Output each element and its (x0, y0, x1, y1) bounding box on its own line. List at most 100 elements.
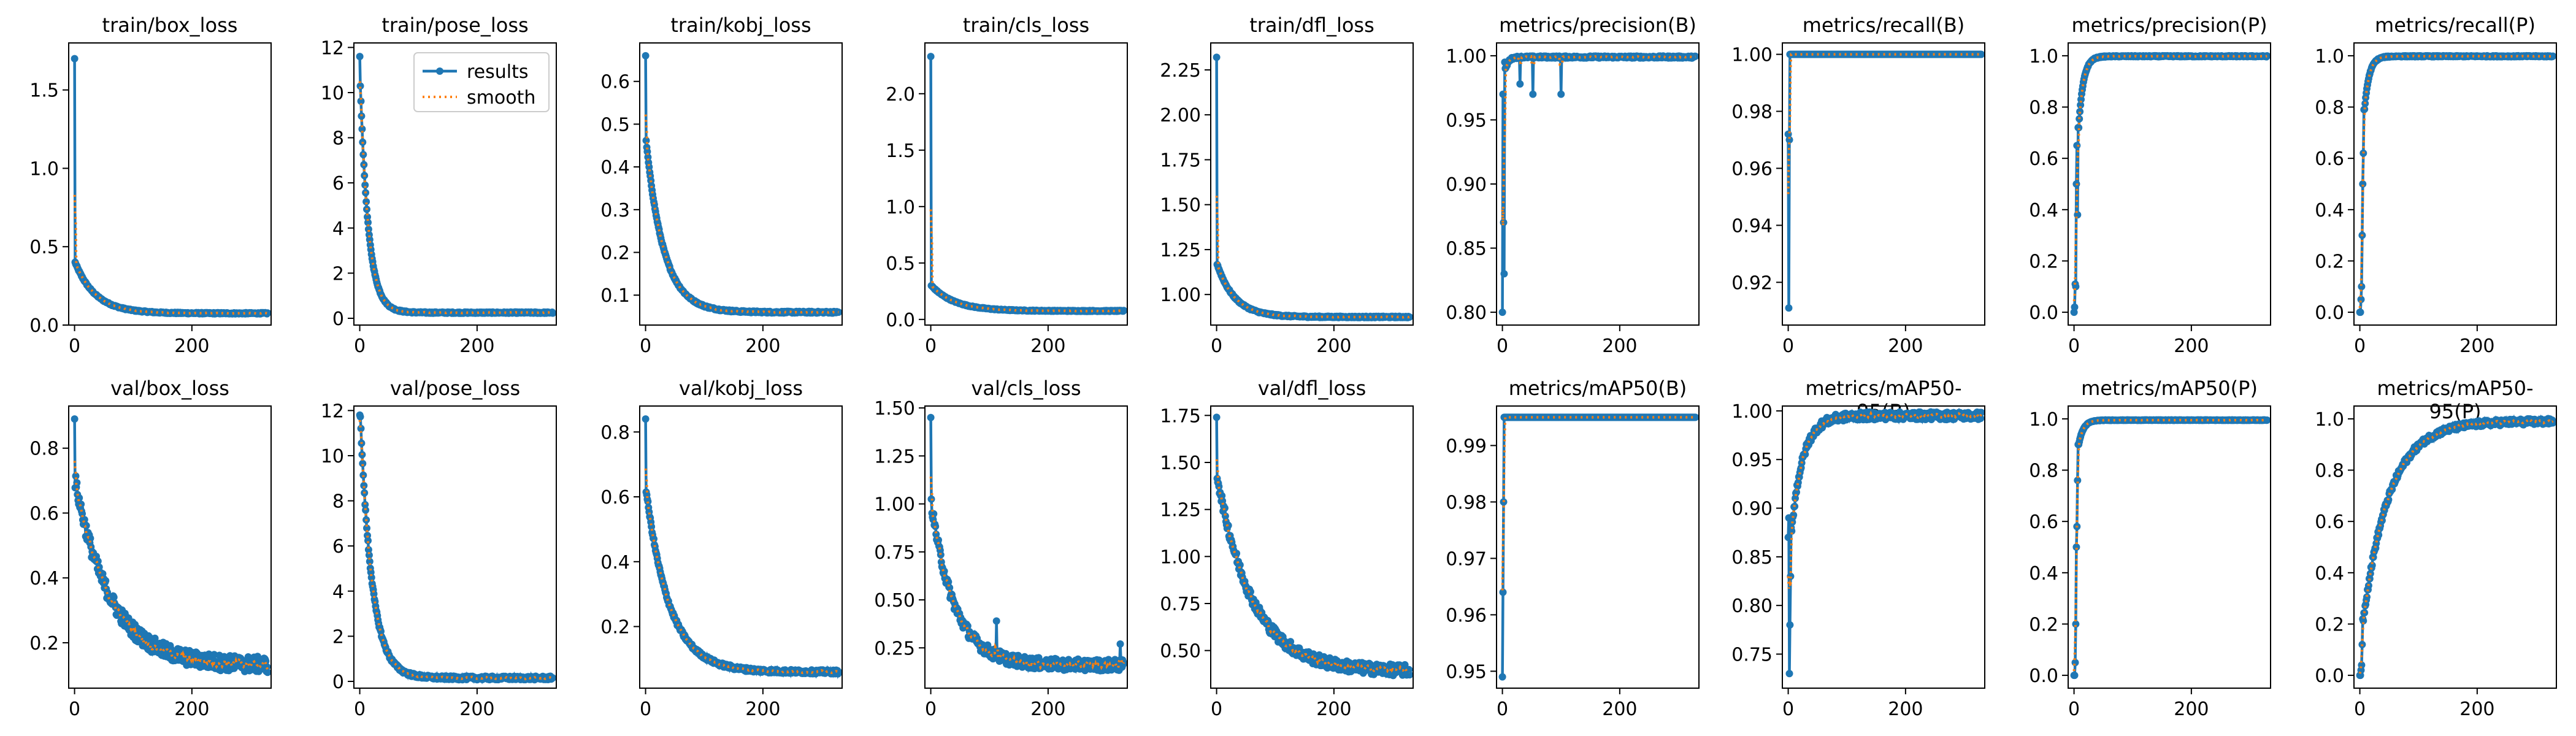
data-point (356, 82, 364, 90)
plot-area: 0.00.51.01.50 200 (29, 42, 272, 357)
y-tick-label: 1.00 (1446, 46, 1487, 67)
axes-frame (2068, 42, 2271, 326)
data-point (2358, 283, 2366, 291)
data-point (648, 523, 656, 531)
axes-frame (639, 405, 843, 689)
plot-area: 0.20.40.60.80 200 (600, 405, 843, 720)
axes-frame (2353, 42, 2557, 326)
subplot-title: metrics/precision(B) (1499, 13, 1696, 37)
y-tick-label: 12 (321, 401, 344, 422)
data-point (356, 53, 364, 61)
plot-area: 0.00.20.40.60.81.00 200 (2029, 42, 2271, 357)
data-point (364, 225, 372, 233)
y-tick-label: 1.75 (1160, 150, 1201, 171)
data-point (1406, 671, 1413, 679)
data-point (2359, 180, 2367, 188)
y-tick-label: 0.96 (1731, 158, 1773, 180)
results-markers (1213, 53, 1413, 321)
y-tick-label: 6 (332, 536, 344, 558)
smooth-line (1215, 196, 1410, 319)
results-line (1787, 53, 1982, 309)
y-tick-label: 0.75 (874, 542, 915, 564)
smooth-line (644, 468, 840, 675)
y-tick-label: 8 (332, 491, 344, 513)
y-tick-label: 1.0 (886, 197, 915, 218)
subplot-metrics-precision-p-: metrics/precision(P) 0.0 0.2 0.4 0.6 0.8 1.0 0 2… (2029, 13, 2271, 357)
data-point (79, 510, 86, 518)
data-point (82, 522, 90, 529)
y-tick-label: 12 (321, 37, 344, 59)
axes-frame (1210, 405, 1414, 689)
data-point (1406, 313, 1413, 321)
y-tick-label: 1.0 (29, 158, 59, 180)
data-point (643, 148, 651, 156)
subplot-title: val/dfl_loss (1257, 377, 1367, 400)
data-point (1116, 640, 1124, 648)
y-tick-label: 0.8 (29, 439, 59, 460)
plot-area: 0.920.940.960.981.000 200 (1731, 42, 1985, 357)
data-point (361, 500, 369, 508)
y-tick-label: 0.50 (874, 590, 915, 611)
smooth-line (929, 209, 1124, 313)
x-tick-label: 200 (459, 699, 494, 720)
y-tick-label: 0.1 (600, 285, 630, 307)
results-line (929, 56, 1125, 314)
y-tick-label: 2.0 (886, 84, 915, 105)
plot-area: 0.20.40.60.80 200 (29, 405, 272, 720)
smooth-line (358, 420, 554, 681)
smooth-line (1215, 459, 1411, 675)
axes-frame (353, 42, 557, 326)
results-markers (1213, 413, 1413, 680)
smooth-line (358, 81, 553, 315)
data-point (359, 471, 367, 479)
y-tick-label: 6 (332, 173, 344, 194)
plot-area: 0.500.751.001.251.501.750 200 (1160, 405, 1414, 720)
x-tick-label: 0 (1211, 699, 1222, 720)
data-point (367, 573, 375, 581)
subplot-title: train/dfl_loss (1249, 13, 1374, 37)
y-tick-label: 0.4 (2029, 200, 2058, 221)
results-markers (356, 411, 556, 684)
axes-frame (1782, 42, 1985, 326)
subplot-title: metrics/mAP50(B) (1508, 377, 1687, 400)
smooth-line (2072, 55, 2267, 302)
y-tick-label: 0.2 (600, 617, 630, 638)
data-point (1785, 136, 1793, 144)
y-tick-label: 1.5 (29, 80, 59, 102)
y-tick-label: 1.00 (1160, 285, 1201, 306)
plot-area: 0.250.500.751.001.251.500 200 (874, 398, 1128, 720)
x-tick-label: 200 (174, 699, 209, 720)
y-tick-label: 1.25 (874, 446, 915, 467)
data-point (2356, 309, 2364, 316)
subplot-val-kobj_loss: val/kobj_loss 0.2 0.4 0.6 0.8 0 200 (600, 377, 843, 720)
y-tick-label: 0.75 (1160, 594, 1201, 615)
subplot-title: metrics/precision(P) (2071, 13, 2267, 37)
results-line (1215, 57, 1410, 321)
y-tick-label: 1.00 (1160, 546, 1201, 568)
x-tick-label: 200 (745, 699, 780, 720)
y-tick-label: 0.90 (1446, 174, 1487, 196)
data-point (1977, 50, 1985, 58)
y-tick-label: 2.25 (1160, 60, 1201, 82)
y-tick-label: 0.5 (886, 253, 915, 275)
results-markers (1784, 50, 1985, 312)
y-tick-label: 0.6 (600, 487, 630, 508)
y-tick-label: 0 (332, 309, 344, 330)
data-point (362, 197, 370, 205)
plot-area: 1.001.251.501.752.002.250 200 (1160, 42, 1414, 357)
x-tick-label: 200 (2174, 335, 2209, 357)
x-tick-label: 200 (1316, 335, 1351, 357)
y-tick-label: 0.94 (1731, 215, 1773, 237)
y-tick-label: 0 (332, 672, 344, 693)
data-point (2073, 142, 2081, 150)
y-tick-label: 0.5 (600, 114, 630, 136)
results-markers (927, 53, 1127, 315)
data-point (644, 153, 652, 161)
subplot-train-dfl_loss: train/dfl_loss 1.00 1.25 1.50 1.75 2.00 2.25 0 2… (1160, 13, 1414, 357)
results-line (2072, 53, 2269, 313)
x-tick-label: 0 (2068, 335, 2080, 357)
data-point (1233, 550, 1241, 558)
data-point (2077, 96, 2085, 104)
y-tick-label: 0.4 (2315, 200, 2344, 221)
